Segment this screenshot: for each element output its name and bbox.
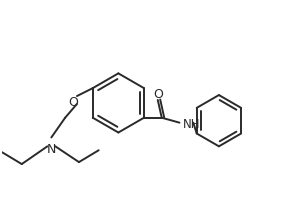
Text: O: O [68, 97, 78, 110]
Text: O: O [153, 87, 163, 100]
Text: NH: NH [182, 118, 200, 131]
Text: N: N [47, 143, 56, 156]
